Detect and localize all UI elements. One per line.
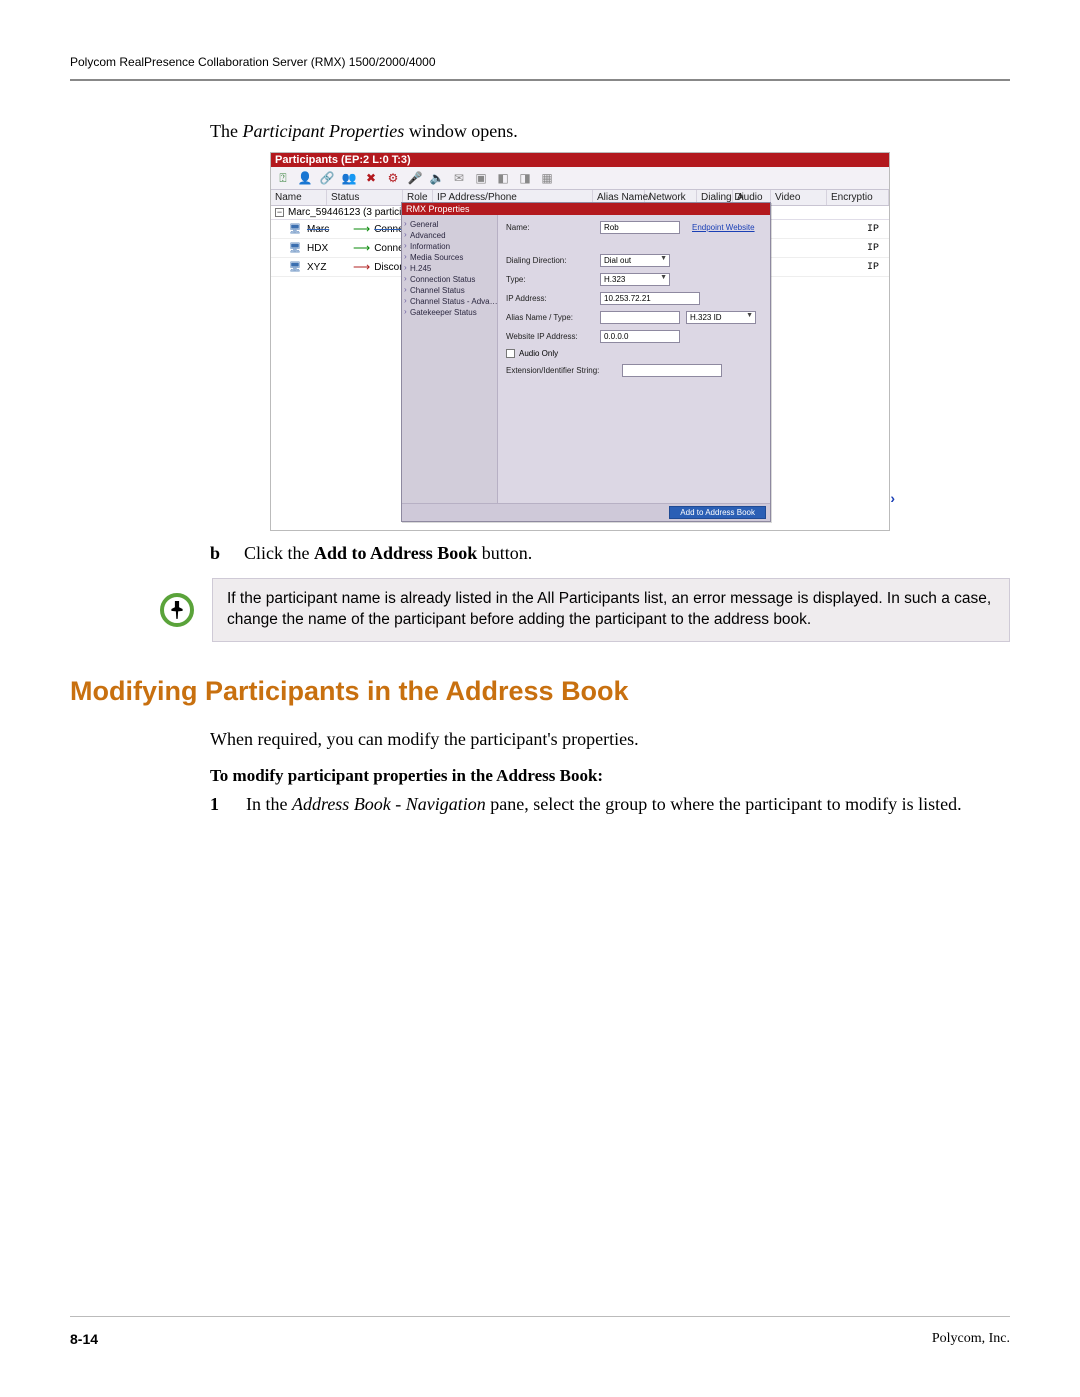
ext-input[interactable] [622,364,722,377]
note-row: If the participant name is already liste… [160,578,1010,642]
nav-item[interactable]: Channel Status - Adva… [404,296,495,307]
dialog-nav: General Advanced Information Media Sourc… [402,215,498,503]
step1-suffix: pane, select the group to where the part… [486,794,962,814]
step-b-text: Click the Add to Address Book button. [244,543,532,564]
nav-item[interactable]: Information [404,241,495,252]
procedure-heading: To modify participant properties in the … [210,766,1010,786]
toolbar-icon[interactable]: 🔈 [429,170,445,186]
col-enc[interactable]: Encryptio [827,190,889,205]
col-video[interactable]: Video [771,190,827,205]
ip-label: IP Address: [506,294,594,303]
nav-item[interactable]: General [404,219,495,230]
page-number: 8-14 [70,1331,98,1347]
nav-item[interactable]: Channel Status [404,285,495,296]
audio-only-label: Audio Only [519,349,558,358]
endpoint-icon: 🖥 [289,242,301,254]
ext-label: Extension/Identifier String: [506,366,616,375]
toolbar-icon[interactable]: ◧ [495,170,511,186]
collapse-icon[interactable]: − [275,208,284,217]
intro-italic: Participant Properties [242,121,404,141]
participant-properties-dialog: RMX Properties General Advanced Informat… [401,202,771,522]
col-status[interactable]: Status [327,190,403,205]
modify-paragraph: When required, you can modify the partic… [210,729,1010,750]
ip-input[interactable]: 10.253.72.21 [600,292,700,305]
participant-name: XYZ [307,262,347,273]
group-label: Marc_59446123 (3 partici [288,207,401,218]
toolbar-icon[interactable]: ⍰ [275,170,291,186]
participants-screenshot: Participants (EP:2 L:0 T:3) ⍰ 👤 🔗 👥 ✖ ⚙ … [270,152,890,531]
nav-item[interactable]: Advanced [404,230,495,241]
step-b-suffix: button. [477,543,532,563]
footer-rule [70,1316,1010,1317]
step-b: b Click the Add to Address Book button. [210,543,1010,564]
status-arrow-icon: ⟶ [353,241,370,255]
step1-prefix: In the [246,794,292,814]
toolbar-icon[interactable]: ◨ [517,170,533,186]
status-arrow-icon: ⟶ [353,222,370,236]
intro-prefix: The [210,121,242,141]
section-heading: Modifying Participants in the Address Bo… [70,676,1010,707]
toolbar-icon[interactable]: 👥 [341,170,357,186]
participant-network: IP [861,224,885,235]
website-ip-input[interactable]: 0.0.0.0 [600,330,680,343]
toolbar-icon[interactable]: 🎤 [407,170,423,186]
endpoint-icon: 🖥 [289,223,301,235]
participants-window-title: Participants (EP:2 L:0 T:3) [271,153,889,167]
participants-toolbar: ⍰ 👤 🔗 👥 ✖ ⚙ 🎤 🔈 ✉ ▣ ◧ ◨ ▦ [271,167,889,190]
header-rule [70,79,1010,81]
participants-rows: 🖥 Marc ⟶ Connected IP 🖥 HDX ⟶ Connected [271,220,889,530]
nav-item[interactable]: Connection Status [404,274,495,285]
toolbar-icon[interactable]: 🔗 [319,170,335,186]
nav-item[interactable]: Gatekeeper Status [404,307,495,318]
participant-name: Marc [307,224,347,235]
alias-input[interactable] [600,311,680,324]
status-arrow-icon: ⟶ [353,260,370,274]
nav-item[interactable]: H.245 [404,263,495,274]
nav-item[interactable]: Media Sources [404,252,495,263]
dialog-title: RMX Properties [402,203,770,215]
step-1: 1 In the Address Book - Navigation pane,… [210,792,1010,817]
scroll-chevron-icon: › [890,490,895,506]
endpoint-website-link[interactable]: Endpoint Website [692,223,755,232]
toolbar-icon[interactable]: ▦ [539,170,555,186]
note-box: If the participant name is already liste… [212,578,1010,642]
step-marker: b [210,543,226,564]
name-label: Name: [506,223,594,232]
endpoint-icon: 🖥 [289,261,301,273]
delete-icon[interactable]: ✖ [363,170,379,186]
participant-network: IP [861,262,885,273]
running-header: Polycom RealPresence Collaboration Serve… [70,55,1010,69]
dialog-form: Name: Rob Endpoint Website Dialing Direc… [498,215,770,503]
toolbar-icon[interactable]: ▣ [473,170,489,186]
participant-name: HDX [307,243,347,254]
page-footer: 8-14 Polycom, Inc. [70,1331,1010,1347]
type-select[interactable]: H.323 [600,273,670,286]
dialog-footer: Add to Address Book [402,503,770,521]
step1-italic: Address Book - Navigation [292,794,486,814]
add-participant-icon[interactable]: 👤 [297,170,313,186]
toolbar-icon[interactable]: ✉ [451,170,467,186]
toolbar-icon[interactable]: ⚙ [385,170,401,186]
website-ip-label: Website IP Address: [506,332,594,341]
step-marker: 1 [210,792,226,817]
step-b-prefix: Click the [244,543,314,563]
intro-line: The Participant Properties window opens. [210,121,1010,142]
dialdir-label: Dialing Direction: [506,256,594,265]
company-name: Polycom, Inc. [932,1331,1010,1347]
alias-label: Alias Name / Type: [506,313,594,322]
add-to-address-book-button[interactable]: Add to Address Book [669,506,766,519]
name-input[interactable]: Rob [600,221,680,234]
note-pin-icon [160,593,194,627]
step-b-bold: Add to Address Book [314,543,477,563]
col-name[interactable]: Name [271,190,327,205]
audio-only-checkbox[interactable]: Audio Only [506,349,762,358]
alias-type-select[interactable]: H.323 ID [686,311,756,324]
participant-network: IP [861,243,885,254]
dialdir-select[interactable]: Dial out [600,254,670,267]
checkbox-icon[interactable] [506,349,515,358]
type-label: Type: [506,275,594,284]
step-1-text: In the Address Book - Navigation pane, s… [246,792,962,817]
intro-suffix: window opens. [404,121,518,141]
